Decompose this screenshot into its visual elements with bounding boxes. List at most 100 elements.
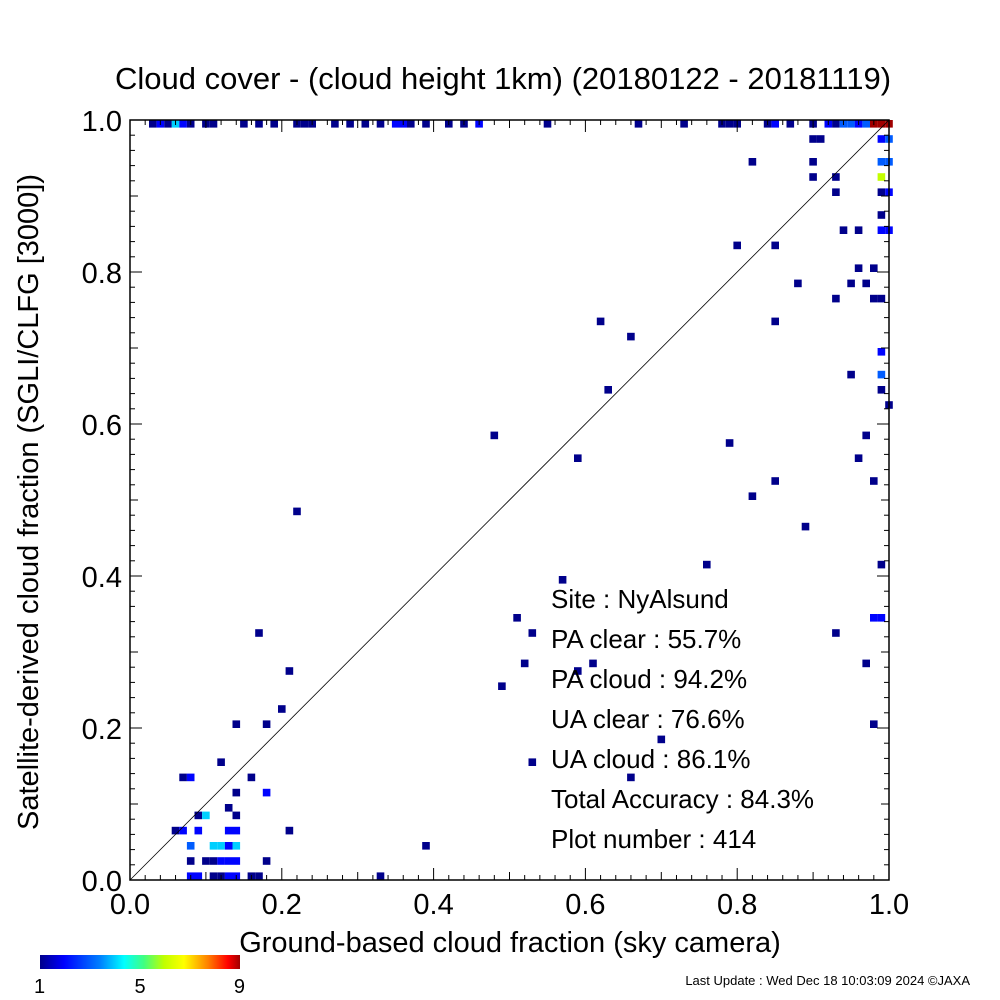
heatmap-cell [870,294,878,303]
heatmap-cell [240,120,248,128]
x-tick-label: 0.0 [110,889,150,921]
colorbar-tick-labels: 1 5 9 [34,976,245,998]
heatmap-cell [877,173,886,181]
y-tick-label: 0.4 [82,562,122,594]
heatmap-cell [862,659,870,668]
heatmap-cell [209,120,218,128]
heatmap-cell [498,682,506,690]
heatmap-cell [877,370,886,379]
heatmap-cell [877,386,886,394]
colorbar-tick-label: 5 [134,976,145,998]
heatmap-cell [331,120,339,128]
heatmap-cell [285,667,294,675]
heatmap-cell [262,720,271,728]
heatmap-cell [376,872,385,880]
heatmap-cell [733,241,741,250]
heatmap-cell [786,120,795,128]
heatmap-cell [574,454,582,462]
heatmap-cell [490,431,499,440]
heatmap-cell [376,120,385,128]
heatmap-cell [877,211,886,219]
stat-line: Plot number : 414 [551,824,756,854]
heatmap-cell [725,439,734,447]
heatmap-cell [847,370,855,379]
heatmap-cell [186,857,195,865]
heatmap-cell [832,294,840,303]
heatmap-cell [809,173,817,181]
heatmap-cell [232,857,241,865]
axis-tick-labels: 0.0 0.2 0.4 0.6 0.8 1.0 0.0 0.2 0.4 0.6 0.8 1.0 [82,106,909,921]
y-tick-label: 0.6 [82,410,122,442]
heatmap-cell [217,857,225,865]
heatmap-cell [862,279,870,288]
heatmap-cell [217,842,225,850]
heatmap-cell [179,826,187,835]
heatmap-cell [262,857,271,865]
heatmap-cell [186,773,195,782]
y-tick-label: 1.0 [82,106,122,138]
heatmap-cell [300,120,309,128]
heatmap-cell [407,120,415,128]
y-tick-label: 0.2 [82,714,122,746]
heatmap-cell [422,120,430,128]
heatmap-cell [224,804,233,812]
heatmap-cell [847,120,855,128]
heatmap-cell [270,120,278,128]
heatmap-cell [832,629,840,637]
heatmap-cell [194,872,203,880]
heatmap-cell [862,120,870,128]
x-tick-label: 0.2 [262,889,302,921]
heatmap-cell [528,758,537,766]
stat-line: PA clear : 55.7% [551,624,741,654]
y-tick-label: 0.8 [82,258,122,290]
heatmap-cell [179,120,187,128]
heatmap-cell [801,522,810,531]
colorbar-tick-label: 1 [34,976,45,998]
heatmap-cell [816,135,825,143]
heatmap-cell [627,332,635,341]
heatmap-cell [262,788,271,797]
heatmap-cell [877,226,886,234]
heatmap-cell [870,264,878,272]
heatmap-cell [255,629,263,637]
heatmap-cell [847,279,855,288]
heatmap-cell [224,872,233,880]
stat-line: Site : NyAlsund [551,584,729,614]
heatmap-cell [771,241,779,250]
heatmap-cell [194,811,203,820]
heatmap-cell [862,431,870,440]
heatmap-cell [748,492,757,500]
axis-ticks [129,119,890,881]
heatmap-cell [194,826,203,835]
colorbar-tick-label: 9 [234,976,245,998]
one-to-one-reference-line [129,119,890,881]
stat-line: Total Accuracy : 84.3% [551,784,814,814]
y-tick-label: 0.0 [82,866,122,898]
heatmap-cell [255,120,263,128]
heatmap-cell [232,811,241,820]
heatmap-cell [149,120,157,128]
heatmap-cell [680,120,688,128]
heatmap-cell [293,507,301,516]
heatmap-cell [877,135,886,143]
heatmap-cell [703,560,711,569]
heatmap-cell [543,120,552,128]
heatmap-cell [278,705,286,713]
heatmap-cell [809,158,817,166]
heatmap-cell [202,857,210,865]
heatmap-cell [209,872,218,880]
x-tick-label: 0.6 [565,889,605,921]
heatmap-cell [217,758,225,766]
heatmap-cell [634,120,643,128]
heatmap-cell [186,842,195,850]
heatmap-cell [748,158,757,166]
x-tick-label: 1.0 [869,889,909,921]
heatmap-cell [179,773,187,782]
heatmap-cell [558,576,567,584]
heatmap-cell [232,826,241,835]
x-tick-label: 0.8 [717,889,757,921]
heatmap-cell [870,614,878,622]
heatmap-cell [232,720,241,728]
heatmap-cell [877,294,886,303]
